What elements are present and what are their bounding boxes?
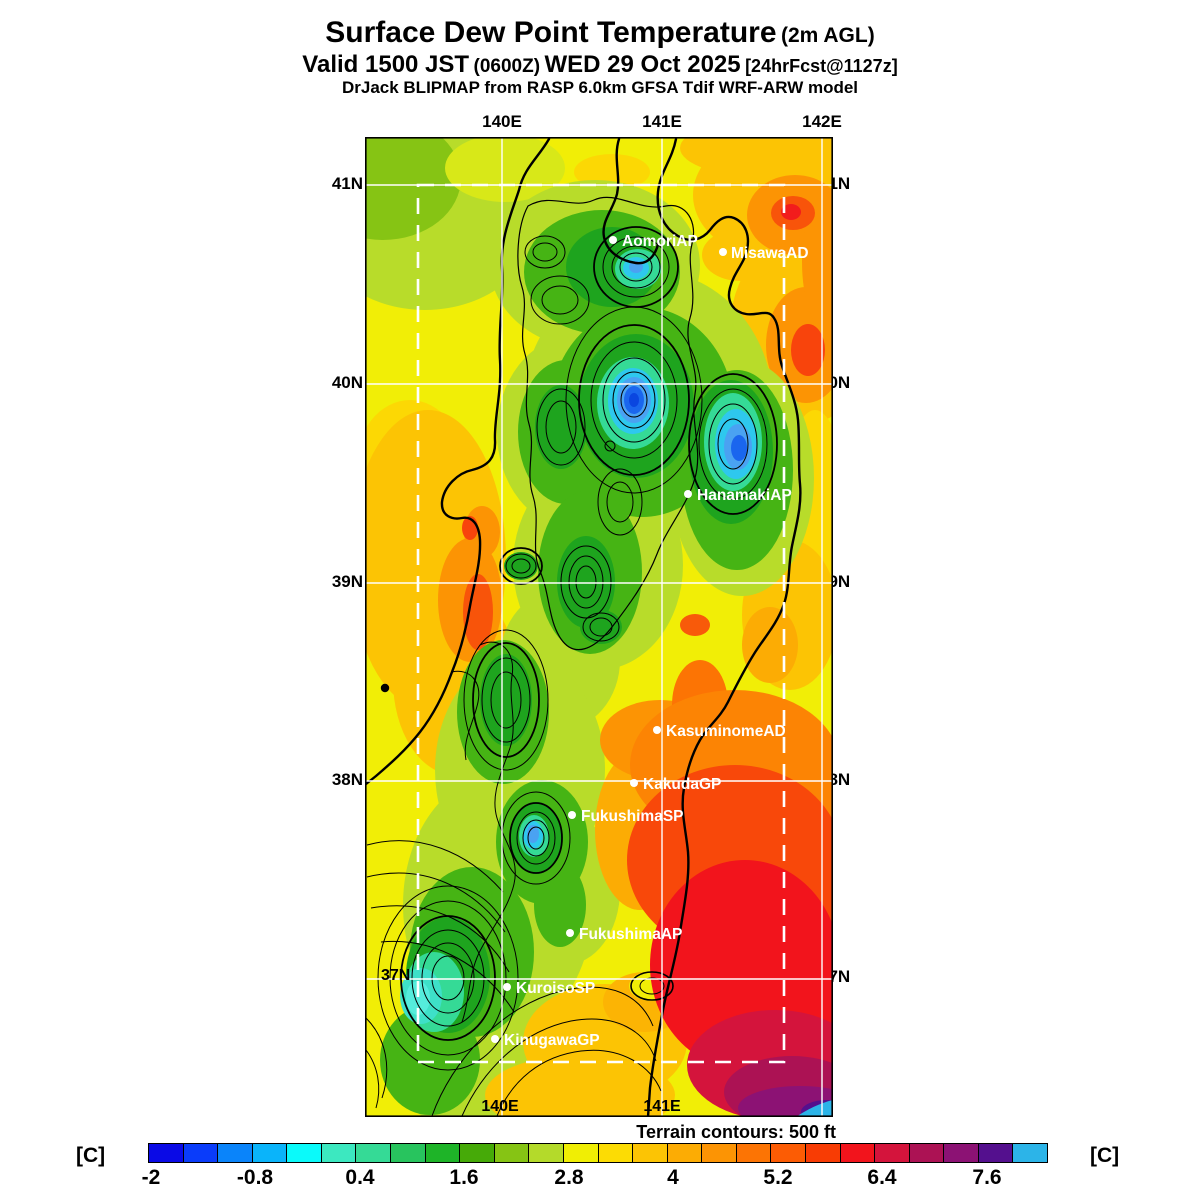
map-canvas: AomoriAP MisawaAD HanamakiAP KasuminomeA… [364, 137, 833, 1118]
station-label-hanamakiap: HanamakiAP [697, 487, 792, 504]
station-label-kinugawagp: KinugawaGP [504, 1032, 600, 1049]
colorbar-unit-left: [C] [76, 1144, 106, 1167]
station-dot-misawaad [719, 248, 727, 256]
colorbar-segment [736, 1144, 772, 1162]
valid-line: Valid 1500 JST (0600Z) WED 29 Oct 2025 [… [0, 51, 1200, 79]
terrain-contours-note: Terrain contours: 500 ft [636, 1122, 836, 1142]
lat-label-39n-left: 39N [331, 572, 363, 591]
station-label-kasuminomead: KasuminomeAD [666, 723, 786, 740]
colorbar-segment [218, 1144, 253, 1162]
colorbar-segment [944, 1144, 979, 1162]
colorbar-segment [875, 1144, 910, 1162]
graticule [365, 137, 833, 1117]
station-dot-kasuminomead [653, 726, 661, 734]
colorbar-segment [425, 1144, 461, 1162]
colorbar-segment [771, 1144, 806, 1162]
lon-label-141e-top: 141E [642, 112, 682, 131]
colorbar-segment [529, 1144, 564, 1162]
colorbar-unit-right: [C] [1090, 1144, 1120, 1167]
colorbar-tick: 0.4 [345, 1166, 375, 1189]
colorbar-segment [460, 1144, 495, 1162]
colorbar-tick: 6.4 [867, 1166, 897, 1189]
colorbar [148, 1143, 1048, 1163]
colorbar-segment [633, 1144, 668, 1162]
title-text: Surface Dew Point Temperature [325, 16, 777, 49]
colorbar-segment [183, 1144, 219, 1162]
station-labels: AomoriAP MisawaAD HanamakiAP KasuminomeA… [491, 233, 809, 1049]
station-dot-fukushimaap [566, 929, 574, 937]
model-line: DrJack BLIPMAP from RASP 6.0km GFSA Tdif… [341, 78, 859, 98]
colorbar-segment [149, 1144, 184, 1162]
lat-label-38n-left: 38N [331, 770, 363, 789]
station-dot-kinugawagp [491, 1035, 499, 1043]
colorbar-segment [494, 1144, 530, 1162]
valid-forecast-tag: [24hrFcst@1127z] [745, 55, 898, 76]
colorbar-segment [667, 1144, 703, 1162]
station-dot-kuroisosp [503, 983, 511, 991]
colorbar-tick: 1.6 [449, 1166, 479, 1189]
lon-label-140e-bottom: 140E [481, 1098, 519, 1115]
lon-label-140e-top: 140E [482, 112, 522, 131]
map-border [364, 137, 833, 1118]
station-label-misawaad: MisawaAD [731, 245, 809, 262]
station-dot-kakudagp [630, 779, 638, 787]
colorbar-tick: 7.6 [972, 1166, 1002, 1189]
colorbar-segment [1013, 1144, 1048, 1162]
colorbar-segment [321, 1144, 357, 1162]
colorbar-tick: 4 [667, 1166, 679, 1189]
colorbar-segment [840, 1144, 876, 1162]
colorbar-segment [598, 1144, 634, 1162]
station-dot-aomoriap [609, 236, 617, 244]
colorbar-segment [702, 1144, 737, 1162]
dewpoint-contour-map: AomoriAP MisawaAD HanamakiAP KasuminomeA… [364, 137, 833, 1118]
station-label-kuroisosp: KuroisoSP [516, 980, 595, 997]
page-title: Surface Dew Point Temperature (2m AGL) [0, 16, 1200, 51]
header: Surface Dew Point Temperature (2m AGL) V… [0, 16, 1200, 98]
lat-label-41n-left: 41N [331, 174, 363, 193]
colorbar-tick: 2.8 [554, 1166, 584, 1189]
colorbar-segment [978, 1144, 1014, 1162]
colorbar-segment [391, 1144, 426, 1162]
colorbar-tick: -2 [141, 1166, 161, 1189]
valid-zulu: (0600Z) [473, 55, 541, 77]
station-label-kakudagp: KakudaGP [643, 776, 721, 793]
station-label-fukushimaap: FukushimaAP [579, 926, 682, 943]
lon-label-142e-top: 142E [802, 112, 842, 131]
station-label-aomoriap: AomoriAP [622, 233, 698, 250]
title-note: (2m AGL) [780, 24, 875, 47]
valid-date: WED 29 Oct 2025 [544, 50, 741, 78]
valid-prefix: Valid 1500 JST [302, 50, 470, 78]
colorbar-segment [909, 1144, 945, 1162]
colorbar-segment [563, 1144, 599, 1162]
lat-label-37n-inner: 37N [381, 967, 411, 984]
colorbar-segment [356, 1144, 392, 1162]
terrain-contours [365, 196, 778, 1117]
colorbar-tick: 5.2 [763, 1166, 793, 1189]
colorbar-tick: -0.8 [236, 1166, 274, 1189]
colorbar-segment [287, 1144, 322, 1162]
colorbar-segment [805, 1144, 841, 1162]
station-label-fukushimasp: FukushimaSP [581, 808, 684, 825]
colorbar-segment [252, 1144, 288, 1162]
station-dot-fukushimasp [568, 811, 576, 819]
lat-label-40n-left: 40N [331, 373, 363, 392]
lon-label-141e-bottom: 141E [643, 1098, 681, 1115]
station-dot-hanamakiap [684, 490, 692, 498]
